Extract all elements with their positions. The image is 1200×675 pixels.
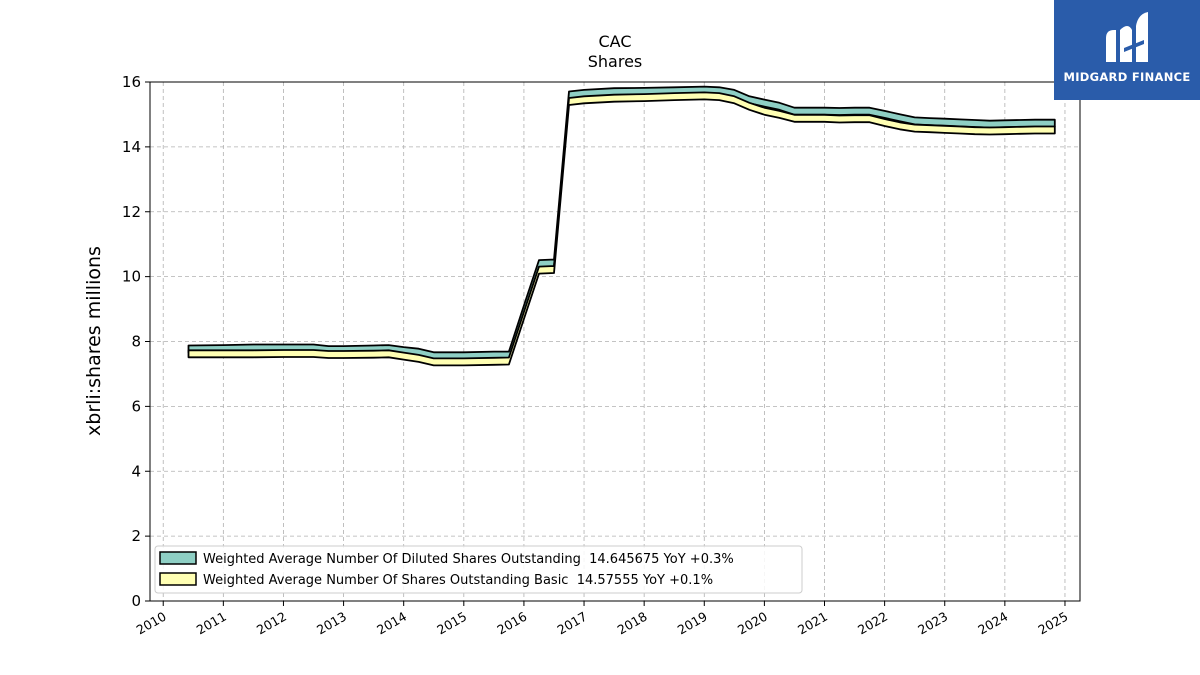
y-tick-label: 16 xyxy=(122,73,141,91)
x-tick-label: 2018 xyxy=(615,609,650,638)
x-tick-label: 2023 xyxy=(915,609,950,638)
x-tick-label: 2012 xyxy=(254,609,289,638)
x-tick-label: 2021 xyxy=(795,609,830,638)
logo-text: MIDGARD FINANCE xyxy=(1063,70,1191,84)
legend-swatch-diluted xyxy=(159,551,197,565)
x-tick-label: 2017 xyxy=(554,609,589,638)
chart-subtitle: Shares xyxy=(588,52,643,71)
series-area-basic xyxy=(187,91,1056,367)
legend-label-basic: Weighted Average Number Of Shares Outsta… xyxy=(203,573,713,588)
series-areas xyxy=(187,85,1056,367)
midgard-finance-logo: MIDGARD FINANCE xyxy=(1054,0,1200,100)
chart-title: CAC xyxy=(598,32,631,51)
grid-lines xyxy=(150,81,1080,602)
midgard-m-logo-icon xyxy=(1106,12,1148,62)
y-tick-label: 4 xyxy=(131,462,141,480)
x-tick-label: 2011 xyxy=(194,609,229,638)
legend-box xyxy=(154,545,803,594)
y-tick-label: 10 xyxy=(122,268,141,286)
x-tick-label: 2013 xyxy=(314,609,349,638)
y-tick-label: 12 xyxy=(122,203,141,221)
y-tick-label: 2 xyxy=(131,527,141,545)
y-axis-label: xbrli:shares millions xyxy=(83,246,105,436)
legend-label-diluted: Weighted Average Number Of Diluted Share… xyxy=(203,552,734,567)
x-tick-label: 2016 xyxy=(494,609,529,638)
x-tick-label: 2024 xyxy=(975,609,1010,638)
legend: Weighted Average Number Of Diluted Share… xyxy=(154,545,803,594)
x-tick-label: 2020 xyxy=(735,609,770,638)
y-tick-label: 0 xyxy=(131,592,141,610)
x-tick-label: 2025 xyxy=(1035,609,1070,638)
legend-swatch-basic xyxy=(159,572,197,586)
x-tick-label: 2019 xyxy=(675,609,710,638)
y-tick-label: 6 xyxy=(131,397,141,415)
x-tick-label: 2014 xyxy=(374,609,409,638)
y-tick-label: 14 xyxy=(122,138,141,156)
x-tick-label: 2022 xyxy=(855,609,890,638)
x-tick-label: 2015 xyxy=(434,609,469,638)
x-tick-label: 2010 xyxy=(134,609,169,638)
y-tick-label: 8 xyxy=(131,333,141,351)
